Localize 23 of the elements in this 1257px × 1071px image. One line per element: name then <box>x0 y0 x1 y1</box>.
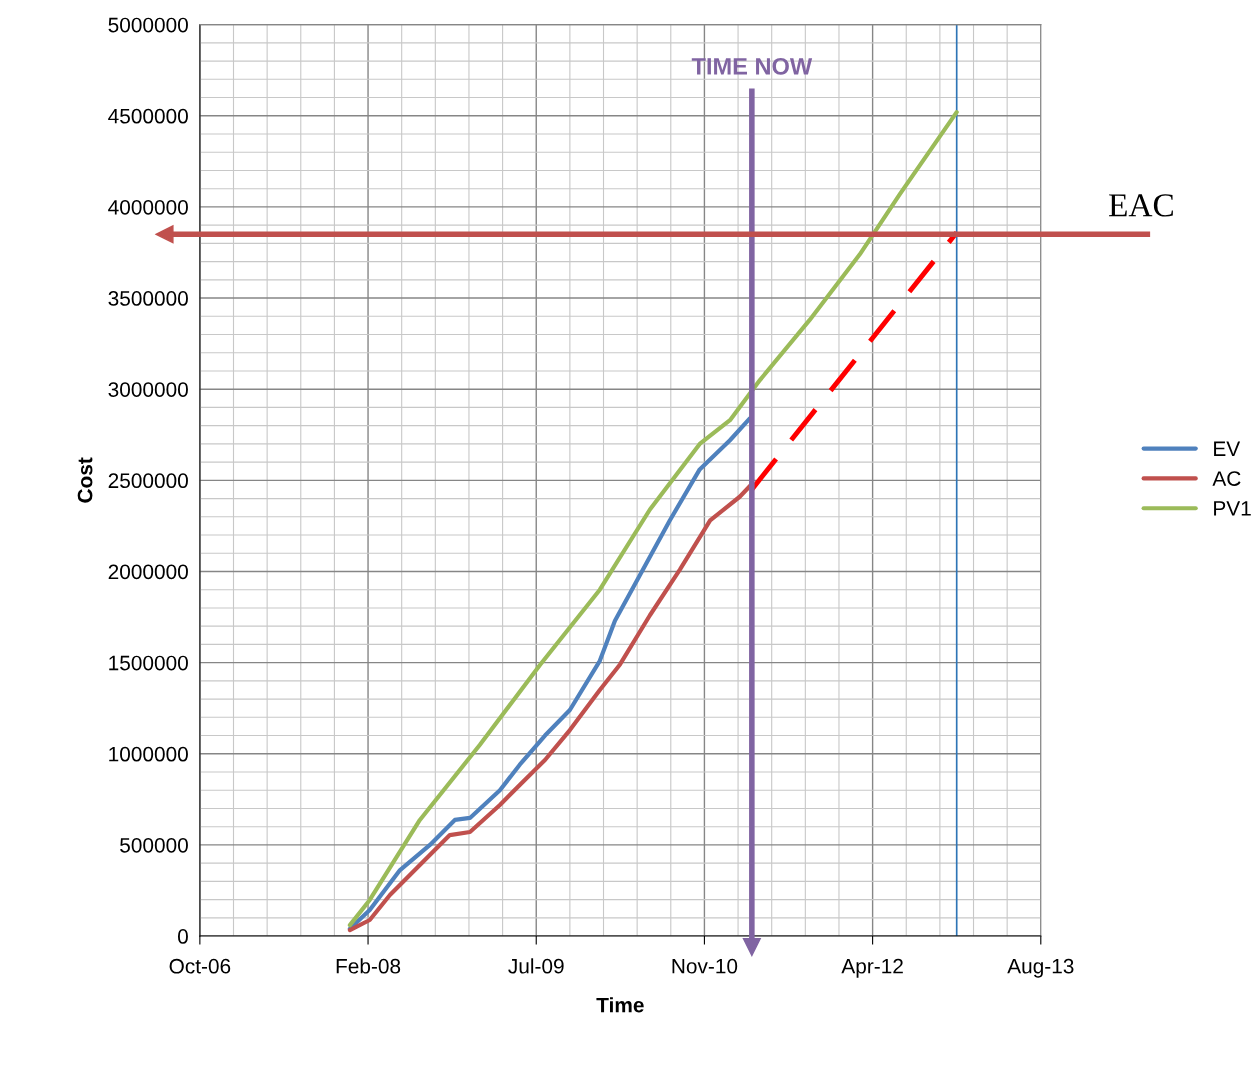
y-tick-label: 1000000 <box>109 746 188 762</box>
x-axis-title: Time <box>596 997 644 1013</box>
y-tick-label: 2500000 <box>108 473 188 489</box>
y-tick-label: 2000000 <box>108 564 188 580</box>
y-tick-label: 1500000 <box>109 655 188 671</box>
legend-label: EV <box>1214 441 1241 456</box>
x-tick-label: Jul-09 <box>508 958 564 974</box>
y-tick-label: 3500000 <box>108 291 188 306</box>
x-tick-label: Apr-12 <box>841 958 903 978</box>
y-tick-label: 3000000 <box>108 382 188 397</box>
x-tick-label: Feb-08 <box>336 958 401 974</box>
y-tick-label: 4500000 <box>108 108 188 124</box>
legend-label: AC <box>1212 471 1241 486</box>
x-tick-label: Aug-13 <box>1007 958 1074 978</box>
y-tick-label: 0 <box>177 929 188 944</box>
y-tick-label: 500000 <box>120 837 188 853</box>
x-tick-label: Nov-10 <box>672 958 738 974</box>
ref-line-label: EAC <box>1109 194 1173 217</box>
y-tick-label: 5000000 <box>108 17 188 33</box>
x-tick-label: Oct-06 <box>169 958 231 974</box>
y-axis-title: Cost <box>77 457 93 503</box>
legend-label: PV1 <box>1214 501 1251 516</box>
y-tick-label: 4000000 <box>108 199 188 215</box>
